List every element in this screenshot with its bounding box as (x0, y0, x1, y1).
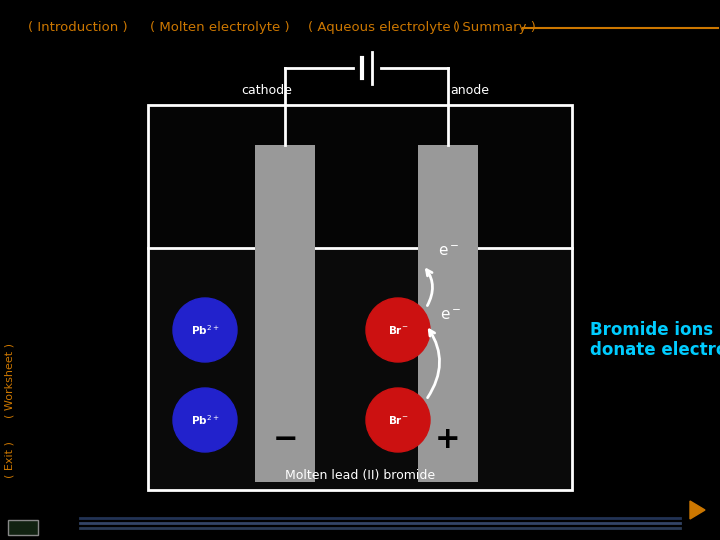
Text: Molten lead (II) bromide: Molten lead (II) bromide (285, 469, 435, 482)
Text: +: + (435, 426, 461, 455)
Text: Br$^{-}$: Br$^{-}$ (388, 414, 408, 426)
Text: ( Molten electrolyte ): ( Molten electrolyte ) (150, 22, 289, 35)
Circle shape (366, 298, 430, 362)
Text: ( Exit ): ( Exit ) (5, 442, 15, 478)
Circle shape (366, 388, 430, 452)
Bar (255, 145, 315, 482)
Bar (148, 105, 572, 490)
Text: cathode: cathode (242, 84, 292, 97)
Text: e$^-$: e$^-$ (438, 245, 459, 260)
Text: Pb$^{2+}$: Pb$^{2+}$ (191, 413, 220, 427)
Bar (149, 249, 571, 489)
Bar (8, 520, 38, 535)
Text: e$^-$: e$^-$ (440, 307, 462, 322)
Circle shape (173, 298, 237, 362)
Text: anode: anode (451, 84, 490, 97)
Text: ( Aqueous electrolyte ): ( Aqueous electrolyte ) (308, 22, 460, 35)
Text: ( Worksheet ): ( Worksheet ) (5, 342, 15, 417)
Text: ( Summary ): ( Summary ) (453, 22, 536, 35)
Text: Pb$^{2+}$: Pb$^{2+}$ (191, 323, 220, 337)
Text: Br$^{-}$: Br$^{-}$ (388, 324, 408, 336)
Polygon shape (690, 501, 705, 519)
Text: −: − (272, 426, 298, 455)
Text: Bromide ions
donate electrons: Bromide ions donate electrons (590, 321, 720, 360)
Bar (418, 145, 478, 482)
Circle shape (173, 388, 237, 452)
Text: ( Introduction ): ( Introduction ) (28, 22, 127, 35)
Bar (149, 106, 571, 248)
